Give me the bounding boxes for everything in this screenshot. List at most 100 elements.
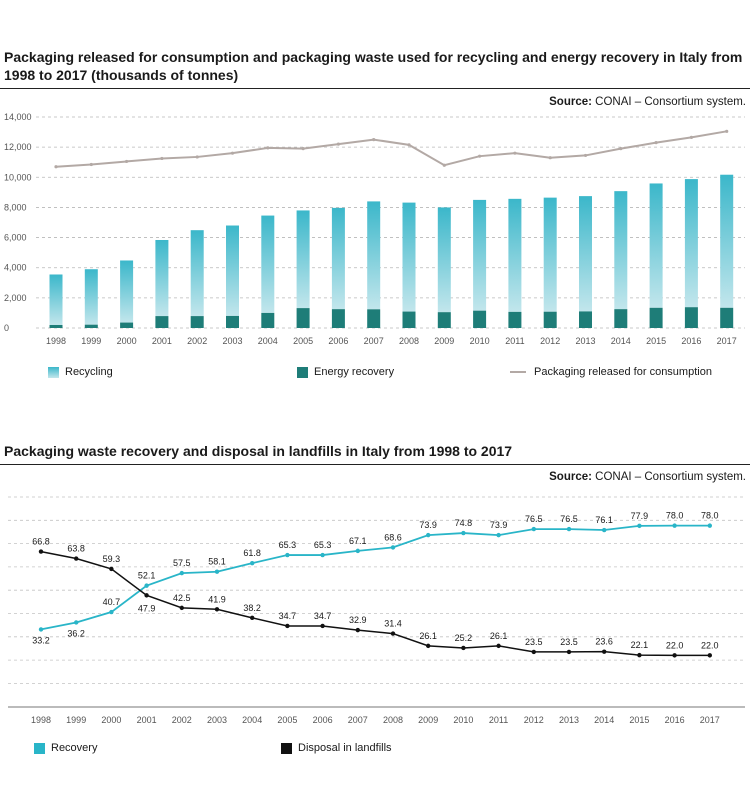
chart2-x-tick-label: 1998 — [31, 715, 51, 725]
chart1-x-tick-label: 2017 — [717, 336, 737, 346]
chart1-released-point — [478, 154, 482, 158]
chart2-recovery-point — [250, 560, 255, 566]
chart1-energy-bar — [120, 322, 134, 328]
chart2-source: Source: CONAI – Consortium system. — [549, 471, 746, 483]
chart1-released-point — [583, 153, 588, 158]
chart2-disposal-point — [496, 643, 501, 649]
chart2-recovery-point — [179, 570, 184, 576]
chart2-recovery-label: 78.0 — [701, 511, 719, 521]
chart2-disposal-point — [355, 627, 360, 633]
chart2-x-tick-label: 2016 — [665, 715, 685, 725]
legend-recovery-swatch — [34, 742, 45, 754]
chart2-disposal-point — [461, 645, 466, 651]
chart2-recovery-label: 77.9 — [631, 511, 649, 521]
chart1-y-tick-label: 14,000 — [4, 112, 32, 122]
chart1-energy-bar — [49, 324, 63, 328]
chart1-y-tick-label: 2,000 — [4, 293, 27, 303]
chart2-recovery-label: 61.8 — [243, 548, 261, 558]
chart2-recovery-point — [707, 523, 712, 528]
chart1-x-tick-label: 2001 — [152, 336, 172, 346]
chart2-title-rule — [0, 464, 750, 465]
chart2-disposal-point — [179, 605, 184, 611]
chart1-released-point — [548, 156, 552, 160]
chart1-title-rule — [0, 88, 750, 89]
chart2-x-tick-label: 2011 — [489, 715, 508, 725]
chart2-recovery-point — [566, 526, 572, 532]
chart1-energy-bar — [296, 308, 310, 328]
chart1-y-tick-label: 10,000 — [4, 172, 32, 182]
chart1-x-tick-label: 2013 — [575, 336, 595, 346]
chart2-disposal-point — [74, 556, 79, 561]
chart1-x-tick-label: 2016 — [681, 336, 701, 346]
chart2-disposal-label: 26.1 — [419, 631, 437, 641]
chart1-recycling-bar — [437, 207, 451, 313]
chart1-energy-bar — [190, 316, 204, 328]
chart1-recycling-bar — [367, 201, 381, 310]
chart1-recycling-bar — [190, 230, 204, 317]
chart2-recovery-label: 68.6 — [384, 532, 402, 542]
chart2-recovery-point — [496, 532, 501, 538]
chart1-x-tick-label: 2004 — [258, 336, 278, 346]
chart2-recovery-point — [531, 526, 536, 532]
chart2-recovery-point — [320, 552, 325, 558]
chart1-recycling-bar — [155, 239, 169, 317]
legend-recovery: Recovery — [34, 742, 97, 754]
legend-disposal-label: Disposal in landfills — [298, 742, 392, 754]
legend-energy: Energy recovery — [297, 366, 394, 378]
chart1-energy-bar — [579, 311, 592, 328]
chart2-recovery-point — [38, 627, 44, 632]
chart1-y-tick-label: 6,000 — [4, 233, 27, 243]
chart2-recovery-label: 76.5 — [525, 514, 543, 524]
chart2-x-tick-label: 1999 — [66, 715, 86, 725]
chart1-recycling-bar — [402, 202, 416, 312]
chart1-released-point — [54, 165, 58, 169]
chart2-recovery-line — [40, 524, 710, 631]
chart1-recycling-bar — [579, 196, 592, 312]
legend-disposal: Disposal in landfills — [281, 742, 392, 754]
chart2-recovery-label: 76.1 — [595, 515, 613, 525]
chart2-recovery-label: 58.1 — [208, 557, 226, 567]
chart2-disposal-label: 41.9 — [208, 594, 226, 604]
chart2-disposal-point — [109, 566, 114, 572]
chart2-disposal-label: 34.7 — [314, 611, 332, 621]
chart1-recycling-bar — [49, 274, 63, 325]
chart2-x-tick-label: 2010 — [453, 715, 473, 725]
chart2-disposal-point — [250, 615, 255, 621]
chart2-disposal-label: 38.2 — [243, 603, 261, 613]
chart1-released-point — [442, 163, 446, 167]
chart1-source: Source: CONAI – Consortium system. — [549, 96, 746, 108]
chart2-disposal-label: 22.1 — [631, 640, 649, 650]
chart2-recovery-point — [214, 569, 220, 574]
chart1-released-point — [654, 141, 658, 145]
chart1-plot: 0 2,000 4,000 6,000 8,000 10,000 12,000 14,000 1… — [4, 112, 745, 346]
chart2-disposal-point — [390, 631, 396, 636]
chart2-disposal-point — [531, 649, 536, 655]
chart1-released-point — [230, 151, 235, 155]
chart2-disposal-point — [38, 549, 44, 554]
chart1-recycling-bar — [296, 210, 310, 309]
chart2-source-text: CONAI – Consortium system. — [595, 471, 746, 483]
chart2-disposal-label: 32.9 — [349, 615, 367, 625]
chart2-disposal-label: 25.2 — [455, 633, 473, 643]
chart2-recovery-label: 52.1 — [138, 571, 156, 581]
chart1-x-tick-label: 1998 — [46, 336, 66, 346]
chart2-recovery-label: 57.5 — [173, 558, 191, 568]
chart2-recovery-point — [426, 532, 431, 538]
chart2-disposal-point — [426, 643, 431, 649]
chart1-y-tick-label: 0 — [4, 323, 9, 333]
chart1-energy-bar — [649, 307, 663, 328]
chart2-recovery-label: 40.7 — [103, 597, 121, 607]
chart1-x-tick-label: 2009 — [434, 336, 454, 346]
chart2-x-tick-label: 2007 — [348, 715, 368, 725]
chart2-title: Packaging waste recovery and disposal in… — [4, 443, 513, 459]
chart1-energy-bar — [261, 312, 275, 328]
legend-released-swatch — [510, 371, 526, 373]
chart1-recycling-bar — [543, 197, 557, 312]
chart2-recovery-label: 65.3 — [279, 540, 297, 550]
legend-energy-label: Energy recovery — [314, 366, 395, 378]
chart2-recovery-point — [672, 523, 677, 528]
chart2-recovery-label: 36.2 — [67, 628, 85, 638]
chart2-disposal-point — [144, 593, 149, 598]
chart1-x-tick-label: 2005 — [293, 336, 313, 346]
chart1-energy-bar — [367, 309, 381, 328]
